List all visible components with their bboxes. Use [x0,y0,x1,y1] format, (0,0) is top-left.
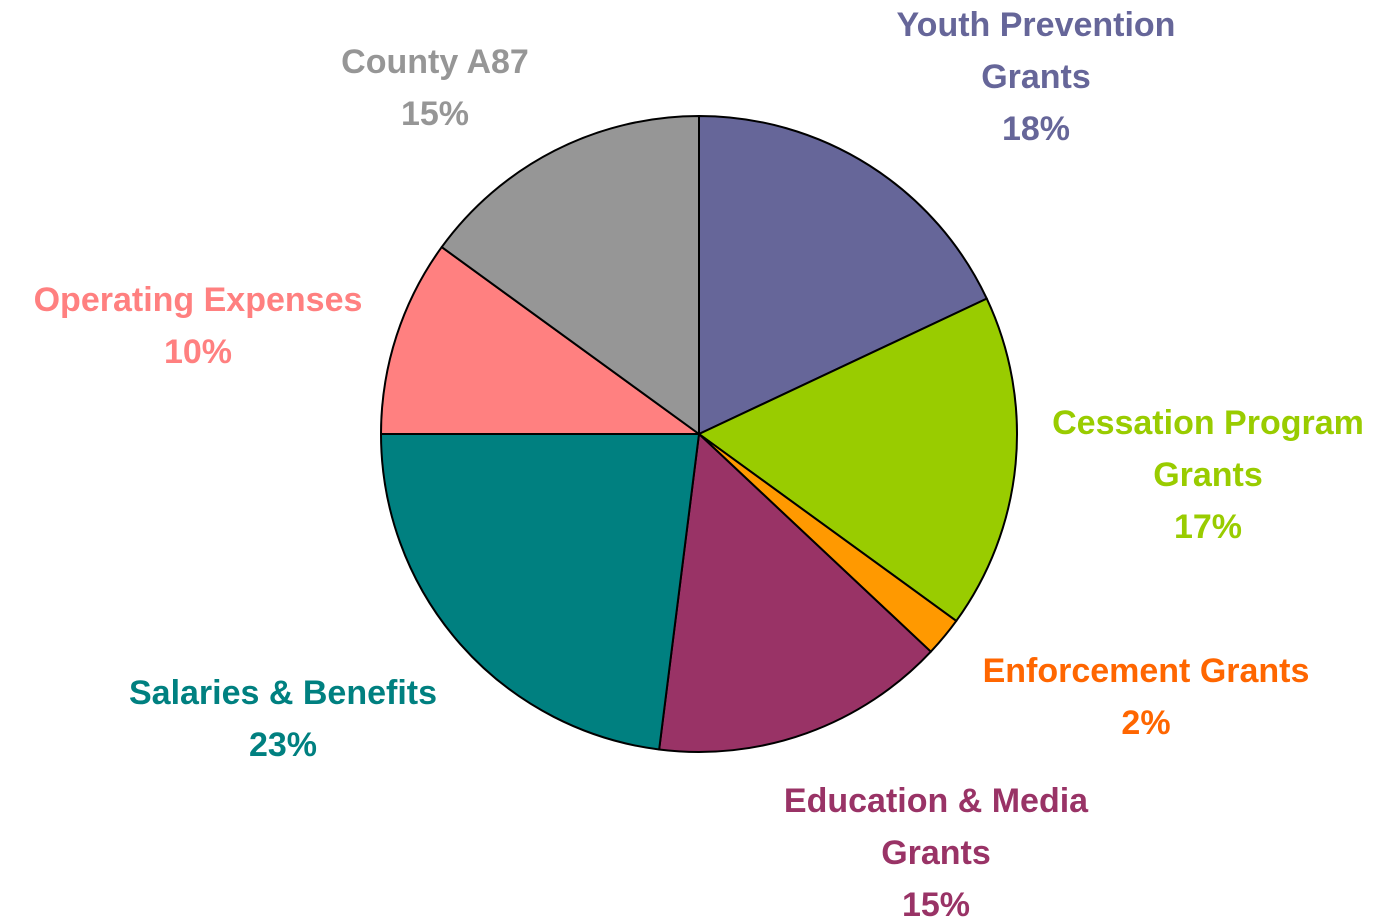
pie-slice-7 [440,115,700,435]
slice-percent: 18% [1002,110,1070,148]
pie-slice-6 [380,246,700,435]
pie-slice-2 [698,297,1018,622]
slice-percent: 23% [249,726,317,764]
slice-name-line: Grants [1153,456,1263,494]
slice-label-2: Cessation Program Grants 17% [1052,404,1364,546]
slice-label-3: Enforcement Grants 2% [983,652,1310,742]
slice-percent: 10% [164,333,232,371]
slice-name-line: County A87 [341,43,529,81]
slice-label-6: Operating Expenses 10% [34,281,363,371]
slice-name-line: Grants [981,58,1091,96]
slice-name-line: Education & Media [784,782,1089,820]
slice-name-line: Cessation Program [1052,404,1364,442]
slice-label-7: County A87 15% [341,43,529,133]
pie-slices [380,115,1018,753]
slice-name-line: Operating Expenses [34,281,363,319]
slice-percent: 15% [902,886,970,918]
pie-slice-5 [380,433,700,751]
slice-name-line: Salaries & Benefits [129,674,437,712]
slice-percent: 15% [401,95,469,133]
pie-slice-4 [658,433,932,753]
slice-label-5: Salaries & Benefits 23% [129,674,437,764]
slice-percent: 2% [1121,704,1170,742]
slice-name-line: Enforcement Grants [983,652,1310,690]
slice-name-line: Youth Prevention [897,6,1176,44]
pie-labels: Youth Prevention Grants 18% Cessation Progr… [34,6,1364,918]
slice-label-1: Youth Prevention Grants 18% [897,6,1176,148]
slice-name-line: Grants [881,834,991,872]
slice-percent: 17% [1174,508,1242,546]
slice-label-4: Education & Media Grants 15% [784,782,1089,918]
pie-slice-1 [698,115,988,435]
